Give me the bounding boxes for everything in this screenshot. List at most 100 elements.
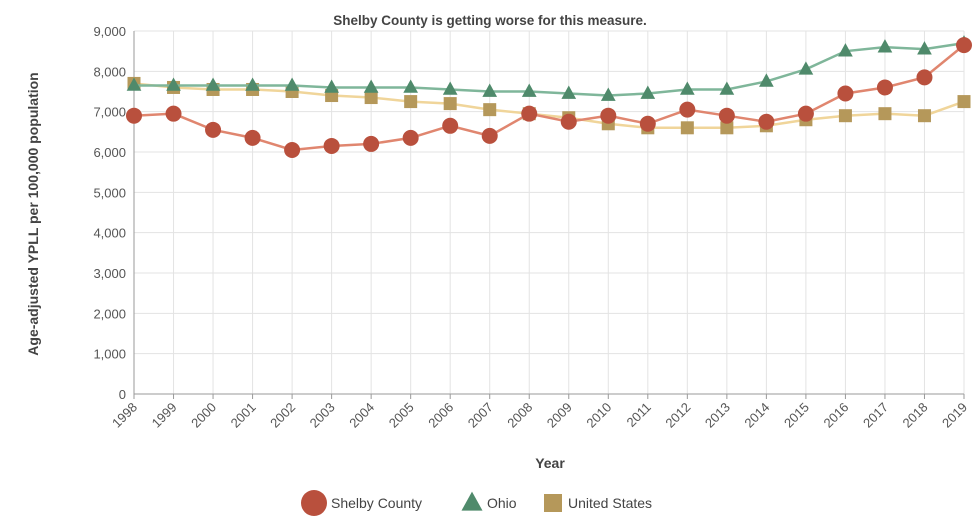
data-point-shelby-county [600, 107, 617, 124]
y-tick-label: 8,000 [93, 64, 126, 79]
x-tick-label: 2005 [386, 400, 417, 431]
series-line-united-states [133, 82, 965, 130]
data-point-ohio [363, 79, 379, 93]
x-tick-label: 2004 [346, 400, 377, 431]
x-tick-label: 2003 [307, 400, 338, 431]
data-point-shelby-county [126, 107, 142, 124]
x-tick-label: 2006 [425, 400, 456, 431]
data-point-shelby-county [244, 129, 261, 146]
x-tick-label: 2015 [781, 400, 812, 431]
x-tick-label: 2002 [267, 400, 298, 431]
data-point-ohio [561, 85, 577, 99]
data-point-ohio [403, 79, 419, 93]
data-point-shelby-county [679, 101, 696, 118]
legend-marker-ohio [461, 491, 483, 511]
y-tick-label: 1,000 [93, 347, 126, 362]
data-point-united-states [483, 103, 497, 117]
x-tick-label: 2013 [702, 400, 733, 431]
data-point-united-states [878, 107, 892, 121]
x-axis-label: Year [535, 455, 565, 471]
data-point-shelby-county [165, 105, 182, 122]
x-tick-label: 2001 [228, 400, 259, 431]
y-axis-label: Age-adjusted YPLL per 100,000 population [25, 72, 41, 355]
data-point-united-states [720, 121, 734, 135]
x-tick-label: 2019 [939, 400, 970, 431]
data-point-ohio [442, 81, 458, 95]
series-layer [126, 35, 972, 158]
data-point-ohio [245, 77, 260, 91]
legend-marker-united-states [544, 494, 562, 512]
data-point-ohio [600, 87, 616, 101]
data-point-shelby-county [323, 137, 340, 154]
legend-item-united-states[interactable]: United States [544, 494, 652, 512]
data-point-ohio [166, 77, 181, 91]
x-tick-label: 2000 [188, 400, 219, 431]
data-point-ohio [640, 85, 656, 99]
data-point-ohio [482, 83, 498, 97]
data-point-shelby-county [956, 37, 972, 54]
data-point-shelby-county [521, 105, 538, 122]
data-point-united-states [680, 121, 694, 135]
series-line-ohio [134, 41, 965, 97]
data-point-shelby-county [916, 69, 933, 86]
x-tick-label: 2007 [465, 400, 496, 431]
legend[interactable]: Shelby County Ohio United States [301, 490, 652, 516]
series-shelby-county [126, 37, 972, 158]
data-point-ohio [798, 61, 814, 75]
data-point-united-states [404, 95, 418, 109]
data-point-ohio [284, 77, 300, 91]
data-point-ohio [679, 81, 695, 95]
data-point-ohio [838, 43, 853, 57]
x-tick-label: 1998 [109, 400, 140, 431]
y-tick-label: 0 [119, 387, 126, 402]
x-tick-label: 2014 [741, 400, 772, 431]
legend-label-shelby-county: Shelby County [331, 495, 422, 511]
data-point-united-states [443, 97, 457, 111]
data-point-shelby-county [876, 79, 893, 96]
data-point-ohio [917, 41, 932, 55]
x-tick-label: 2010 [583, 400, 614, 431]
x-tick-label: 2009 [544, 400, 575, 431]
legend-marker-shelby-county [301, 490, 327, 516]
data-point-shelby-county [797, 105, 814, 122]
data-point-ohio [205, 77, 221, 91]
x-tick-label: 2008 [504, 400, 535, 431]
legend-item-shelby-county[interactable]: Shelby County [301, 490, 422, 516]
data-point-shelby-county [442, 117, 459, 134]
x-tick-label: 2017 [860, 400, 891, 431]
y-tick-label: 3,000 [93, 266, 126, 281]
data-point-united-states [917, 109, 931, 123]
data-point-shelby-county [639, 115, 656, 132]
legend-item-ohio[interactable]: Ohio [461, 491, 517, 511]
y-tick-label: 4,000 [93, 226, 126, 241]
data-point-united-states [838, 109, 852, 123]
data-point-shelby-county [837, 85, 854, 102]
y-tick-label: 7,000 [93, 105, 126, 120]
data-point-shelby-county [363, 135, 380, 152]
legend-label-ohio: Ohio [487, 495, 517, 511]
data-point-shelby-county [284, 141, 301, 158]
data-point-ohio [759, 73, 774, 87]
data-point-shelby-county [718, 107, 735, 124]
data-point-united-states [957, 95, 971, 109]
series-line-shelby-county [133, 44, 965, 152]
y-tick-label: 9,000 [93, 24, 126, 39]
data-point-shelby-county [560, 113, 577, 130]
x-tick-label: 2012 [662, 400, 693, 431]
data-point-ohio [126, 77, 142, 91]
data-point-shelby-county [481, 127, 498, 144]
y-tick-label: 6,000 [93, 145, 126, 160]
x-tick-label: 2016 [820, 400, 851, 431]
data-point-shelby-county [402, 129, 419, 146]
data-point-shelby-county [758, 113, 775, 130]
x-tick-label: 2011 [624, 400, 654, 430]
y-tick-label: 5,000 [93, 185, 126, 200]
x-tick-label: 2018 [900, 400, 931, 431]
data-point-ohio [521, 83, 537, 97]
data-point-shelby-county [205, 121, 222, 138]
chart-title: Shelby County is getting worse for this … [333, 13, 647, 28]
data-point-united-states [364, 91, 378, 105]
data-point-ohio [877, 39, 893, 53]
